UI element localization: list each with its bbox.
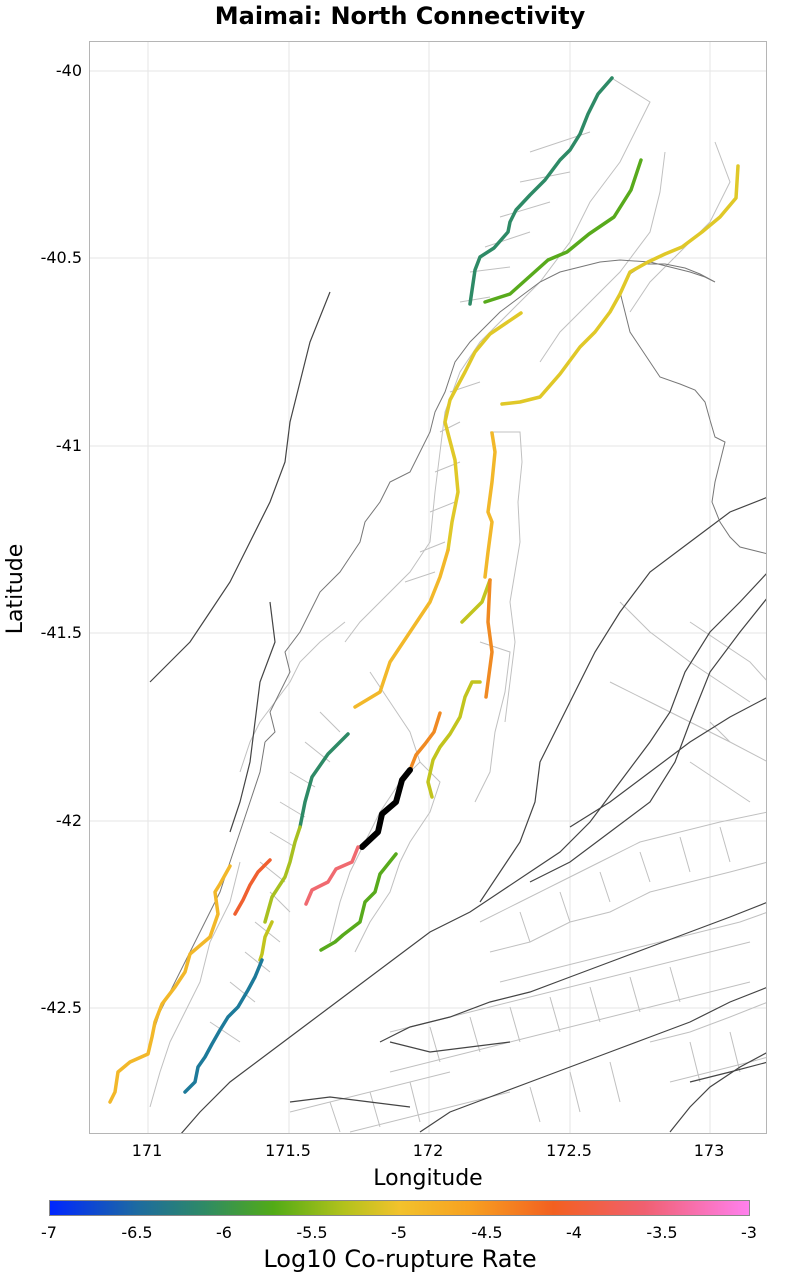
segment-5 <box>483 431 497 579</box>
segment-2 <box>483 158 643 304</box>
map-svg <box>90 42 766 1133</box>
colorbar-tick-label: -4 <box>566 1223 582 1242</box>
y-tick-label: -40 <box>55 61 82 80</box>
segment-13 <box>319 852 398 952</box>
segment-6 <box>353 548 450 709</box>
segment-14 <box>298 732 350 829</box>
y-tick-label: -42 <box>55 811 82 830</box>
segment-16 <box>233 858 272 916</box>
segment-18 <box>258 920 274 962</box>
map-title: Maimai: North Connectivity <box>214 2 586 30</box>
x-tick-label: 173 <box>693 1141 725 1160</box>
gridlines <box>90 42 766 1133</box>
colorbar-tick-label: -7 <box>41 1223 57 1242</box>
colorbar-tick-label: -6.5 <box>121 1223 153 1242</box>
fault-traces <box>149 291 766 1133</box>
segment-9 <box>426 680 482 799</box>
segment-1 <box>468 76 614 306</box>
segment-19 <box>183 958 264 1094</box>
segment-4 <box>443 311 523 552</box>
y-tick-label: -41.5 <box>40 623 82 642</box>
segment-17 <box>108 864 232 1104</box>
colorbar <box>49 1200 750 1216</box>
y-axis-label: Latitude <box>3 543 28 635</box>
x-tick-label: 172.5 <box>546 1141 592 1160</box>
map-plot-area[interactable] <box>89 41 767 1134</box>
colorbar-tick-label: -6 <box>216 1223 232 1242</box>
fault-section-outlines <box>149 76 766 1133</box>
y-tick-label: -40.5 <box>40 248 82 267</box>
segment-7 <box>460 578 492 624</box>
segment-3 <box>500 164 740 406</box>
x-tick-label: 172 <box>412 1141 444 1160</box>
y-tick-label: -42.5 <box>40 998 82 1017</box>
colorbar-tick-label: -4.5 <box>471 1223 503 1242</box>
colorbar-tick-label: -5.5 <box>296 1223 328 1242</box>
segment-8 <box>484 578 494 699</box>
colorbar-tick-label: -3.5 <box>646 1223 678 1242</box>
colorbar-tick-label: -3 <box>741 1223 757 1242</box>
segment-15 <box>263 825 302 924</box>
colorbar-label: Log10 Co-rupture Rate <box>263 1245 537 1273</box>
colorbar-tick-label: -5 <box>391 1223 407 1242</box>
x-tick-label: 171.5 <box>265 1141 311 1160</box>
segment-10 <box>408 711 442 772</box>
segment-12 <box>304 845 360 906</box>
y-tick-label: -41 <box>55 436 82 455</box>
rupture-segments <box>108 76 740 1104</box>
x-axis-label: Longitude <box>373 1166 483 1191</box>
x-tick-label: 171 <box>131 1141 163 1160</box>
segment-11 <box>359 767 413 850</box>
